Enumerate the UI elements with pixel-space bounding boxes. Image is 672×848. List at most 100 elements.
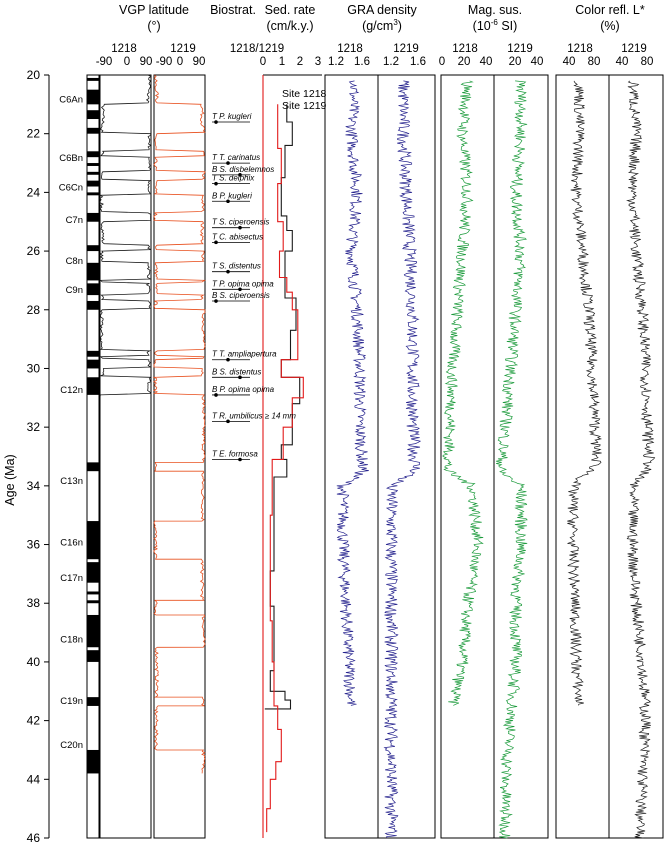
chron-label-4: C8n <box>66 256 83 267</box>
magsus-tick-1219-1: 40 <box>531 56 544 68</box>
biostrat-dot-5 <box>238 225 242 230</box>
gra-site-1218: 1218 <box>337 43 363 55</box>
magsus-tick-1218-1: 20 <box>458 56 471 68</box>
biostrat-title: Biostrat. <box>210 3 256 17</box>
biostrat-dot-11 <box>238 375 242 380</box>
y-tick-label-3: 26 <box>27 244 41 258</box>
sedrate-line-Site-1219 <box>266 104 304 833</box>
vgp-frame-1219 <box>153 74 206 839</box>
biostrat-label-2: B S. disbelemnos <box>212 165 274 174</box>
biostrat-dot-0 <box>214 120 218 124</box>
gra-frame <box>324 74 436 839</box>
gra-tick-1218-1: 1.6 <box>354 56 370 68</box>
polarity-normal-4 <box>87 151 99 158</box>
chron-label-0: C6An <box>59 94 83 105</box>
gra-site-1219: 1219 <box>393 43 419 55</box>
biostrat-label-8: T P. opima opima <box>212 279 274 288</box>
y-tick-label-9: 38 <box>27 596 41 610</box>
color-unit: (%) <box>600 19 619 33</box>
gra-tick-1219-1: 1.6 <box>410 56 426 68</box>
polarity-normal-23 <box>87 650 99 662</box>
biostrat-dot-14 <box>238 457 242 462</box>
vgp-tick-1219-0: -90 <box>156 56 173 68</box>
polarity-normal-20 <box>87 591 99 595</box>
y-tick-label-12: 44 <box>27 772 41 786</box>
biostrat-dot-12 <box>214 393 218 397</box>
biostrat-label-5: T S. ciperoensis <box>212 218 269 227</box>
chron-label-8: C16n <box>60 538 83 549</box>
polarity-normal-0 <box>87 77 99 81</box>
gra-line-1219 <box>383 80 422 839</box>
biostrat-label-13: T R. umbilicus ≥ 14 mm <box>212 411 296 420</box>
magsus-site-1218: 1218 <box>452 43 478 55</box>
biostrat-dot-10 <box>226 357 230 362</box>
color-tick-1218-1: 80 <box>588 56 601 68</box>
sedrate-sites: 1218/1219 <box>230 43 284 55</box>
magsus-unit: (10-6 SI) <box>473 18 518 33</box>
polarity-normal-17 <box>87 462 99 472</box>
chron-label-6: C12n <box>60 385 83 396</box>
y-tick-label-0: 20 <box>27 68 41 82</box>
vgp-tick-1218-1: 0 <box>124 56 130 68</box>
biostrat-dot-7 <box>226 269 230 274</box>
sedrate-title: Sed. rate <box>265 3 316 17</box>
biostrat-label-0: T P. kugleri <box>212 112 252 121</box>
vgp-unit: (°) <box>147 19 160 33</box>
biostrat-dot-4 <box>226 199 230 204</box>
gra-unit: (g/cm3) <box>362 18 402 33</box>
polarity-normal-13 <box>87 300 99 310</box>
polarity-normal-12 <box>87 283 99 296</box>
magsus-line-1218 <box>442 80 484 706</box>
y-tick-label-11: 42 <box>27 714 41 728</box>
vgp-tick-1218-2: 90 <box>140 56 153 68</box>
gra-title: GRA density <box>347 3 417 17</box>
biostrat-label-1: T T. carinatus <box>212 153 260 162</box>
magsus-tick-1218-0: 0 <box>439 56 445 68</box>
sedrate-legend-1219: Site 1219 <box>282 100 327 112</box>
vgp-site-1219: 1219 <box>170 43 196 55</box>
y-tick-label-6: 32 <box>27 420 41 434</box>
polarity-normal-10 <box>87 245 99 252</box>
polarity-normal-21 <box>87 600 99 604</box>
polarity-normal-16 <box>87 377 99 395</box>
sedrate-tick-0: 0 <box>260 56 266 68</box>
sedrate-legend-1218: Site 1218 <box>282 88 327 100</box>
magsus-tick-1218-2: 40 <box>480 56 493 68</box>
polarity-normal-7 <box>87 180 99 187</box>
polarity-normal-11 <box>87 262 99 281</box>
biostrat-dot-9 <box>214 299 218 303</box>
vgp-tick-1218-0: -90 <box>96 56 113 68</box>
y-tick-label-13: 46 <box>27 831 41 845</box>
sedrate-tick-3: 3 <box>315 56 321 68</box>
magsus-tick-1219-0: 20 <box>509 56 522 68</box>
y-tick-label-4: 28 <box>27 303 41 317</box>
polarity-normal-24 <box>87 697 99 706</box>
polarity-normal-6 <box>87 171 99 175</box>
chron-label-1: C6Bn <box>59 153 83 164</box>
polarity-normal-25 <box>87 749 99 774</box>
biostrat-label-12: B P. opima opima <box>212 385 275 394</box>
polarity-normal-22 <box>87 614 99 648</box>
magsus-site-1219: 1219 <box>507 43 533 55</box>
color-line-1218 <box>567 80 602 706</box>
color-line-1219 <box>626 80 656 839</box>
polarity-normal-14 <box>87 350 99 357</box>
vgp-tick-1219-1: 0 <box>177 56 183 68</box>
sedrate-tick-1: 1 <box>279 56 285 68</box>
chron-label-7: C13n <box>60 476 83 487</box>
y-tick-label-8: 36 <box>27 538 41 552</box>
polarity-normal-2 <box>87 110 99 120</box>
vgp-line-1219 <box>152 74 206 774</box>
color-tick-1219-1: 80 <box>641 56 654 68</box>
biostrat-dot-2 <box>238 173 242 177</box>
vgp-title: VGP latitude <box>119 3 189 17</box>
gra-tick-1218-0: 1.2 <box>328 56 344 68</box>
y-tick-label-7: 34 <box>27 479 41 493</box>
chron-label-5: C9n <box>66 285 83 296</box>
biostrat-dot-13 <box>226 419 230 424</box>
polarity-column <box>86 74 100 839</box>
chron-label-3: C7n <box>66 215 83 226</box>
polarity-normal-19 <box>87 562 99 583</box>
polarity-normal-15 <box>87 359 99 369</box>
